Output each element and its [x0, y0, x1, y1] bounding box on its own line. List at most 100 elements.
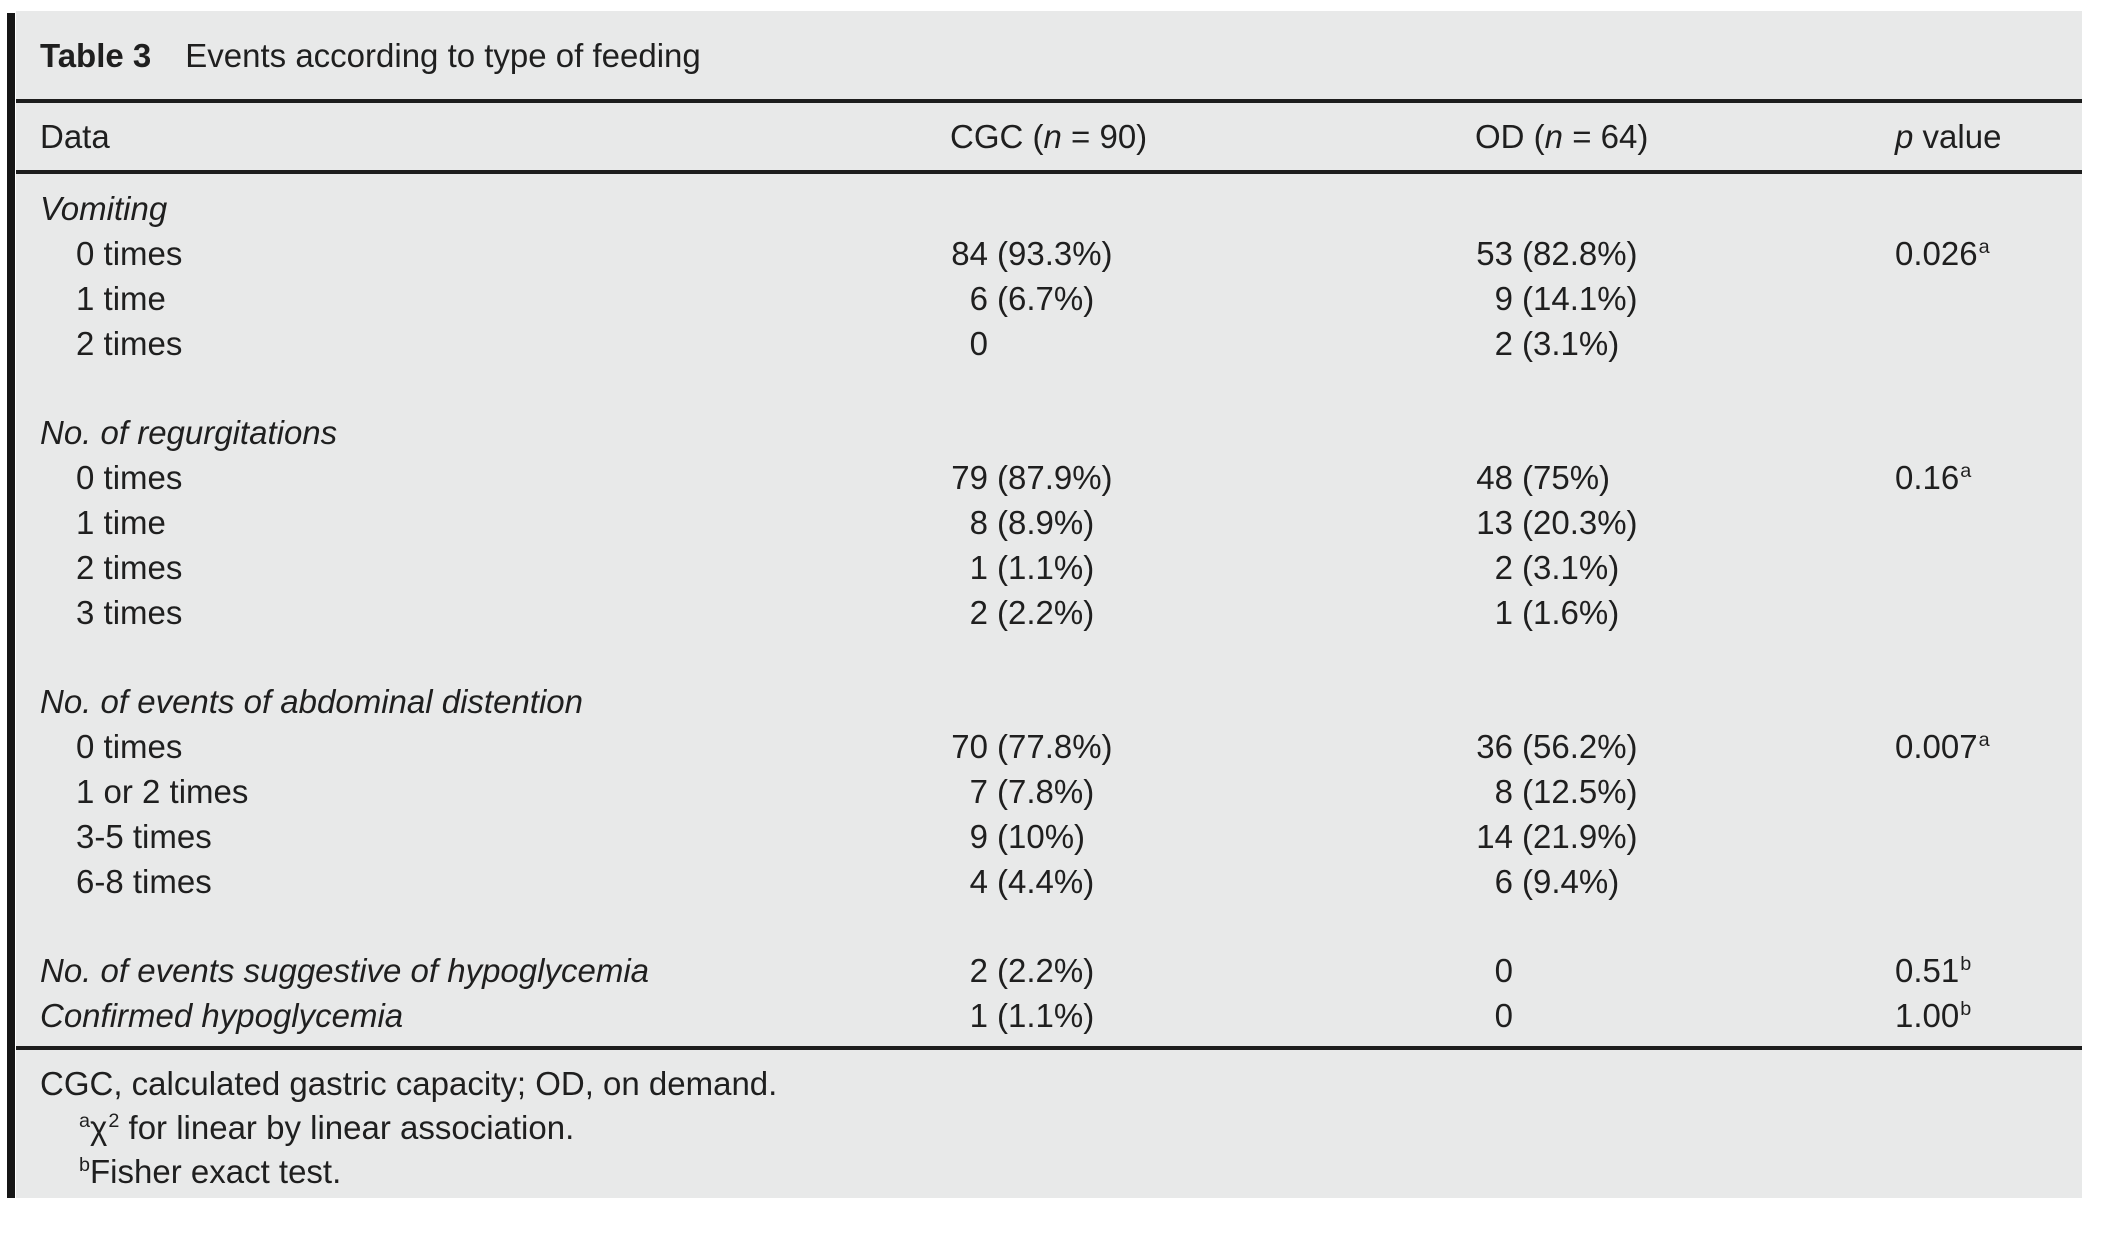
cgc-value: 2 (2.2%) [950, 948, 1475, 993]
row-label: 3-5 times [76, 818, 212, 855]
row-label: 1 or 2 times [76, 773, 249, 810]
count-value: 2 [1494, 325, 1513, 362]
percent-value: (12.5%) [1522, 773, 1638, 810]
table-row: 3 times 2 (2.2%) 1 (1.6%) [40, 590, 2058, 635]
row-label: 0 times [76, 728, 183, 765]
footnote-superscript: b [79, 1154, 91, 1176]
table-row: Confirmed hypoglycemia 1 (1.1%) 0 1.00b [40, 993, 2058, 1038]
percent-value: (1.1%) [997, 997, 1095, 1034]
footnote-line: bFisher exact test. [79, 1153, 342, 1190]
count-value: 8 [1494, 773, 1513, 810]
od-value: 36 (56.2%) [1475, 724, 1895, 769]
cgc-value: 6 (6.7%) [950, 276, 1475, 321]
count-value: 7 [969, 773, 988, 810]
od-value: 6 (9.4%) [1475, 859, 1895, 904]
footnote-line: CGC, calculated gastric capacity; OD, on… [40, 1065, 778, 1102]
count-value: 70 [951, 728, 988, 765]
cgc-value: 70 (77.8%) [950, 724, 1475, 769]
od-value: 2 (3.1%) [1475, 321, 1895, 366]
footnote-superscript: a [79, 1110, 91, 1132]
cgc-pre: CGC ( [950, 118, 1044, 155]
count-value: 6 [1494, 863, 1513, 900]
percent-value: (9.4%) [1522, 863, 1620, 900]
col-header-data: Data [40, 118, 110, 155]
count-value: 2 [1494, 549, 1513, 586]
percent-value: (8.9%) [997, 504, 1095, 541]
row-label: No. of events suggestive of hypoglycemia [40, 952, 650, 989]
p-italic: p [1895, 118, 1914, 155]
col-header-p: p value [1895, 115, 2058, 158]
p-value-superscript: a [1978, 236, 1990, 258]
p-value-superscript: b [1960, 953, 1972, 975]
section-label-row: No. of regurgitations [40, 410, 2058, 455]
row-label: 0 times [76, 459, 183, 496]
percent-value: (7.8%) [997, 773, 1095, 810]
table-row: 2 times 1 (1.1%) 2 (3.1%) [40, 545, 2058, 590]
od-value: 48 (75%) [1475, 455, 1895, 500]
cgc-value: 9 (10%) [950, 814, 1475, 859]
count-value: 8 [969, 504, 988, 541]
percent-value: (14.1%) [1522, 280, 1638, 317]
col-header-cgc: CGC (n = 90) [950, 115, 1475, 158]
row-label: 0 times [76, 235, 183, 272]
table-section: Vomiting 0 times 84 (93.3%) 53 (82.8%) 0.026a 1… [40, 186, 2058, 366]
table-row: 2 times 0 2 (3.1%) [40, 321, 2058, 366]
row-label: 3 times [76, 594, 183, 631]
p-value: 0.026a [1895, 235, 1990, 272]
cgc-value: 1 (1.1%) [950, 993, 1475, 1038]
section-label-row: Vomiting [40, 186, 2058, 231]
section-label: No. of regurgitations [40, 414, 338, 451]
count-value: 1 [1494, 594, 1513, 631]
percent-value: (4.4%) [997, 863, 1095, 900]
od-post: = 64) [1563, 118, 1649, 155]
percent-value: (10%) [997, 818, 1086, 855]
count-value: 1 [969, 997, 988, 1034]
section-label-row: No. of events of abdominal distention [40, 679, 2058, 724]
od-pre: OD ( [1475, 118, 1545, 155]
p-value [1895, 814, 2058, 859]
percent-value: (21.9%) [1522, 818, 1638, 855]
p-value [1895, 859, 2058, 904]
row-label: Confirmed hypoglycemia [40, 997, 404, 1034]
count-value: 0 [1494, 952, 1513, 989]
table-row: 0 times 84 (93.3%) 53 (82.8%) 0.026a [40, 231, 2058, 276]
table-row: 1 time 6 (6.7%) 9 (14.1%) [40, 276, 2058, 321]
footnote-line: aχ2 for linear by linear association. [79, 1109, 575, 1146]
table-row: 0 times 79 (87.9%) 48 (75%) 0.16a [40, 455, 2058, 500]
od-value: 53 (82.8%) [1475, 231, 1895, 276]
percent-value: (2.2%) [997, 952, 1095, 989]
rule-bottom [16, 1046, 2082, 1050]
table-number: Table 3 [40, 37, 152, 74]
count-value: 0 [1494, 997, 1513, 1034]
od-value: 9 (14.1%) [1475, 276, 1895, 321]
table-row: No. of events suggestive of hypoglycemia… [40, 948, 2058, 993]
row-label: 2 times [76, 325, 183, 362]
count-value: 14 [1476, 818, 1513, 855]
section-label: Vomiting [40, 190, 168, 227]
od-n-italic: n [1544, 118, 1564, 155]
p-value [1895, 545, 2058, 590]
header-row: Data CGC (n = 90) OD (n = 64) p value [40, 103, 2058, 170]
table-section: No. of events suggestive of hypoglycemia… [40, 948, 2058, 1038]
row-label: 6-8 times [76, 863, 212, 900]
percent-value: (93.3%) [997, 235, 1113, 272]
p-value-superscript: a [1978, 729, 1990, 751]
count-value: 13 [1476, 504, 1513, 541]
rule-top [16, 99, 2082, 103]
count-value: 9 [969, 818, 988, 855]
table-section: No. of events of abdominal distention 0 t… [40, 679, 2058, 904]
count-value: 79 [951, 459, 988, 496]
footnote-superscript: 2 [108, 1110, 120, 1132]
percent-value: (6.7%) [997, 280, 1095, 317]
section-label: No. of events of abdominal distention [40, 683, 584, 720]
cgc-value: 7 (7.8%) [950, 769, 1475, 814]
count-value: 2 [969, 594, 988, 631]
percent-value: (56.2%) [1522, 728, 1638, 765]
od-value: 1 (1.6%) [1475, 590, 1895, 635]
percent-value: (3.1%) [1522, 325, 1620, 362]
percent-value: (2.2%) [997, 594, 1095, 631]
count-value: 2 [969, 952, 988, 989]
cgc-value: 8 (8.9%) [950, 500, 1475, 545]
cgc-value: 79 (87.9%) [950, 455, 1475, 500]
table-panel: Table 3 Events according to type of feedi… [16, 11, 2082, 1198]
